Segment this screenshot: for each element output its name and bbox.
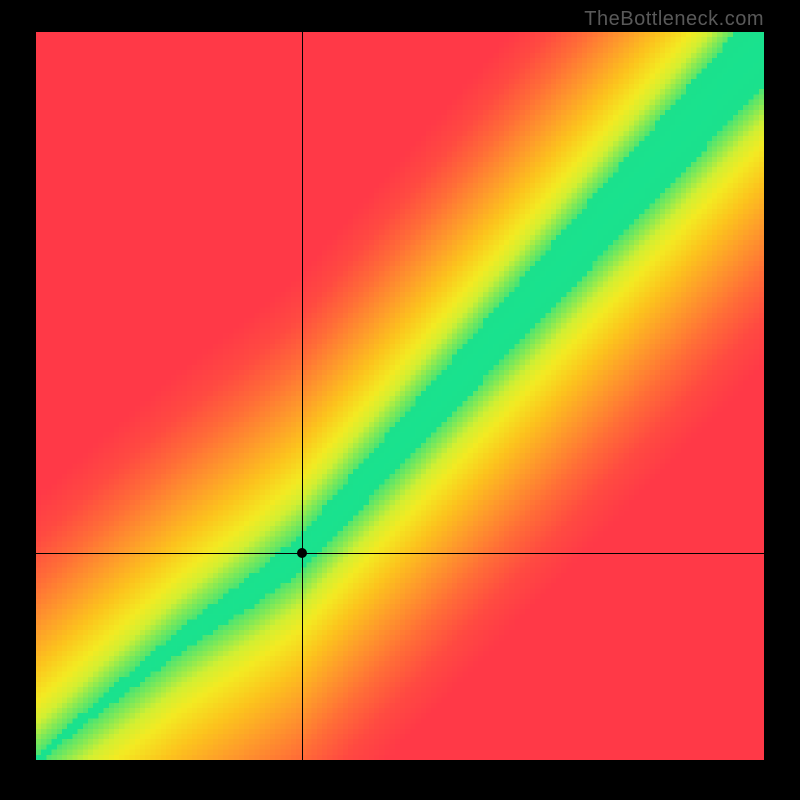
heatmap-canvas: [36, 32, 764, 760]
chart-container: TheBottleneck.com: [0, 0, 800, 800]
plot-area: [36, 32, 764, 760]
watermark-text: TheBottleneck.com: [584, 8, 764, 31]
